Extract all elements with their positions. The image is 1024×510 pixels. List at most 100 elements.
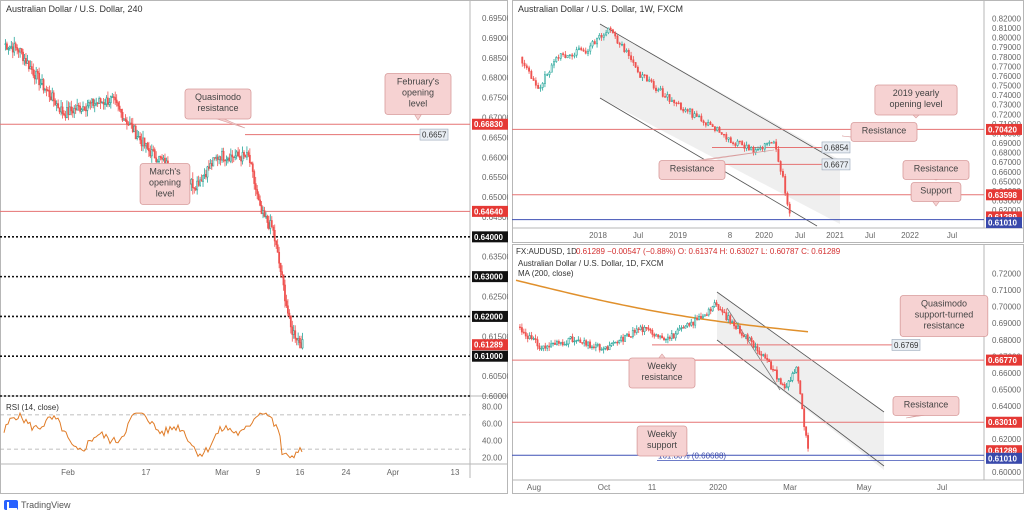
daily-candle bbox=[544, 345, 547, 349]
daily-callout-quasimodo-box bbox=[899, 295, 989, 337]
h4-chart-panel[interactable]: Australian Dollar / U.S. Dollar, 240 0.69… bbox=[0, 0, 508, 494]
daily-candle bbox=[803, 408, 806, 428]
weekly-candle bbox=[734, 143, 737, 146]
h4-candle bbox=[244, 154, 247, 158]
h4-candle bbox=[137, 136, 140, 138]
weekly-candle bbox=[541, 83, 544, 88]
weekly-label-6854: 0.6854 bbox=[824, 143, 849, 152]
h4-candle bbox=[269, 220, 272, 229]
weekly-price-tag: 0.70420 bbox=[988, 125, 1017, 134]
h4-candle bbox=[127, 123, 130, 126]
weekly-time-tick: 2020 bbox=[755, 231, 773, 240]
daily-candle bbox=[676, 329, 679, 335]
weekly-chart[interactable]: Australian Dollar / U.S. Dollar, 1W, FXC… bbox=[512, 0, 1024, 243]
daily-callout-weekly-support-text: support bbox=[647, 440, 678, 450]
h4-candle bbox=[29, 66, 32, 70]
weekly-candle bbox=[723, 133, 725, 136]
h4-candle bbox=[87, 102, 90, 107]
daily-callout-weekly-resistance-text: resistance bbox=[641, 372, 682, 382]
weekly-candle bbox=[786, 193, 789, 205]
h4-candle bbox=[142, 137, 144, 147]
h4-price-tick: 0.66000 bbox=[482, 153, 508, 162]
h4-time-tick: 16 bbox=[296, 468, 305, 477]
h4-candle bbox=[42, 79, 45, 91]
weekly-candle bbox=[593, 41, 596, 45]
weekly-candle bbox=[691, 108, 694, 118]
daily-candle bbox=[674, 333, 677, 339]
daily-chart[interactable]: FX:AUDUSD, 1D 0.61289 −0.00547 (−0.88%) O… bbox=[512, 244, 1024, 494]
weekly-candle bbox=[689, 108, 691, 112]
h4-callout-quasimodo-box bbox=[184, 88, 252, 120]
h4-candle bbox=[300, 342, 302, 349]
daily-candle bbox=[555, 341, 558, 345]
h4-price-tag: 0.61289 bbox=[474, 341, 503, 350]
weekly-candle bbox=[559, 53, 562, 59]
daily-fib-label: 161.80% (0.60688) bbox=[658, 452, 726, 461]
weekly-candle bbox=[609, 27, 612, 31]
daily-candle bbox=[705, 314, 708, 316]
weekly-price-tick: 0.80000 bbox=[992, 34, 1021, 43]
daily-candle bbox=[592, 346, 595, 349]
daily-ma-label: MA (200, close) bbox=[518, 269, 574, 278]
h4-candle bbox=[287, 305, 289, 314]
tradingview-logo[interactable]: TradingView bbox=[4, 500, 71, 510]
weekly-price-tick: 0.72000 bbox=[992, 110, 1021, 119]
daily-candle bbox=[663, 337, 665, 340]
h4-candle bbox=[279, 262, 282, 272]
h4-price-tag-bg bbox=[472, 231, 508, 243]
h4-candle bbox=[22, 51, 24, 62]
weekly-price-tick: 0.69000 bbox=[992, 139, 1021, 148]
h4-candle bbox=[191, 179, 194, 188]
h4-candle bbox=[147, 148, 150, 152]
weekly-candle bbox=[682, 109, 685, 112]
daily-candle bbox=[760, 353, 763, 356]
daily-price-tick: 0.72000 bbox=[992, 270, 1021, 279]
weekly-candle bbox=[530, 70, 533, 79]
daily-candle bbox=[559, 341, 562, 344]
weekly-callout-resistance-2: Resistance bbox=[658, 149, 775, 180]
weekly-price-tick: 0.81000 bbox=[992, 24, 1021, 33]
daily-candle bbox=[598, 344, 601, 351]
h4-candle bbox=[13, 43, 16, 53]
daily-chart-panel[interactable]: FX:AUDUSD, 1D 0.61289 −0.00547 (−0.88%) O… bbox=[512, 244, 1024, 494]
weekly-candle bbox=[550, 64, 553, 73]
h4-candle bbox=[210, 163, 213, 167]
weekly-candle bbox=[661, 88, 664, 97]
weekly-callout-2019-open-box bbox=[874, 84, 958, 116]
h4-chart[interactable]: Australian Dollar / U.S. Dollar, 240 0.69… bbox=[0, 0, 508, 494]
weekly-candle bbox=[534, 80, 537, 86]
daily-candle bbox=[670, 333, 673, 339]
weekly-time-tick: Jul bbox=[795, 231, 805, 240]
daily-candle bbox=[711, 306, 714, 312]
weekly-candle bbox=[618, 42, 621, 45]
daily-price-tick: 0.68000 bbox=[992, 336, 1021, 345]
weekly-candle bbox=[745, 144, 748, 149]
h4-callout-february-text: February's bbox=[397, 77, 440, 87]
h4-candle bbox=[284, 284, 286, 302]
h4-candle bbox=[115, 99, 118, 104]
h4-candle bbox=[124, 118, 127, 121]
weekly-candle bbox=[707, 121, 710, 126]
h4-candle bbox=[105, 97, 108, 105]
h4-price-tick: 0.60000 bbox=[482, 392, 508, 401]
h4-candle bbox=[265, 215, 267, 218]
daily-candle bbox=[723, 311, 726, 314]
weekly-label-6677: 0.6677 bbox=[824, 160, 849, 169]
h4-candle bbox=[196, 180, 199, 191]
daily-candle bbox=[575, 340, 578, 342]
weekly-candle bbox=[732, 142, 735, 144]
daily-candle bbox=[744, 334, 747, 338]
h4-candle bbox=[241, 152, 244, 162]
weekly-candle bbox=[537, 84, 540, 89]
daily-candle bbox=[616, 341, 619, 344]
h4-candle bbox=[95, 102, 98, 105]
daily-subtitle: Australian Dollar / U.S. Dollar, 1D, FXC… bbox=[518, 259, 664, 268]
h4-callout-february-box bbox=[384, 73, 452, 115]
weekly-label-6677-bg bbox=[821, 158, 851, 171]
daily-candle bbox=[653, 334, 656, 337]
daily-candle bbox=[628, 333, 630, 337]
h4-candle bbox=[247, 152, 250, 156]
weekly-chart-panel[interactable]: Australian Dollar / U.S. Dollar, 1W, FXC… bbox=[512, 0, 1024, 243]
